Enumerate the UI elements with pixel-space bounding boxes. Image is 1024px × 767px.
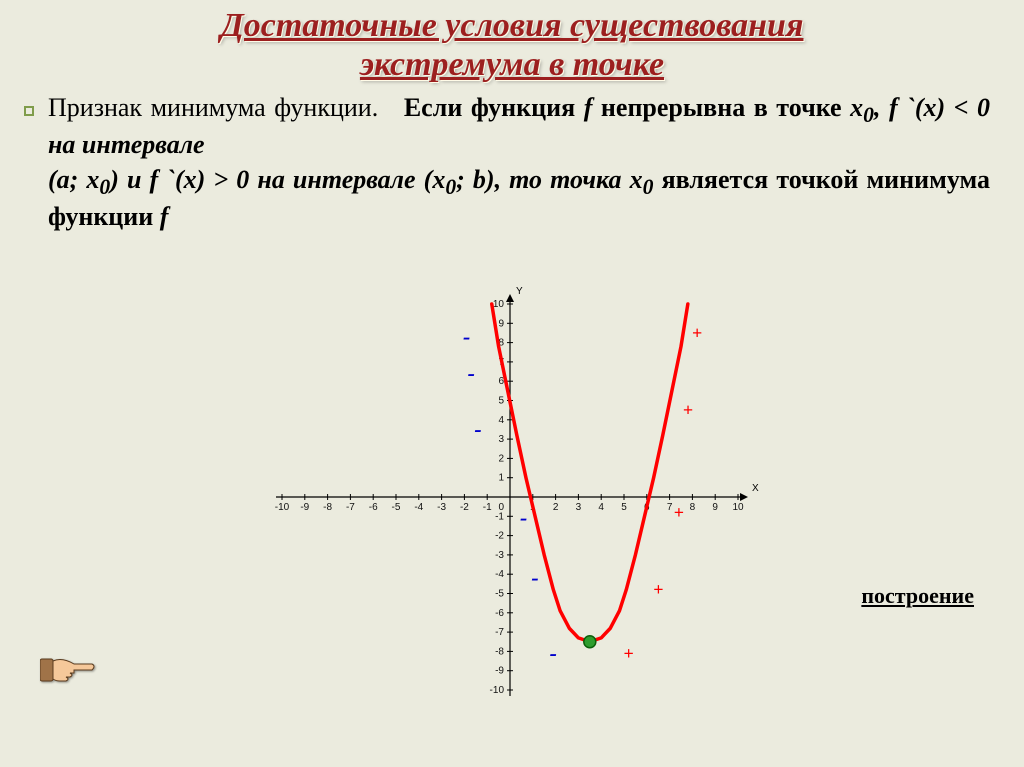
svg-text:1: 1 [498,473,504,484]
svg-text:-9: -9 [300,502,309,513]
svg-text:2: 2 [553,502,559,513]
svg-text:-: - [550,640,557,665]
svg-text:-8: -8 [495,646,504,657]
svg-text:-4: -4 [495,569,504,580]
svg-text:Y: Y [516,286,523,297]
svg-text:10: 10 [493,299,505,310]
build-link[interactable]: построение [861,583,974,609]
x0-x: x [850,93,863,122]
bold-chunk-2: непрерывна в точке [601,93,850,122]
svg-text:5: 5 [498,396,504,407]
svg-text:-3: -3 [437,502,446,513]
svg-text:-10: -10 [275,502,290,513]
lead-text: Признак минимума функции. [48,93,378,122]
bullet-icon [24,106,34,116]
svg-text:-: - [531,565,538,590]
svg-text:-2: -2 [460,502,469,513]
svg-text:-6: -6 [495,608,504,619]
pointing-hand-icon [40,649,96,689]
chart: -10-9-8-7-6-5-4-3-2-112345678910-10-9-8-… [260,282,760,712]
svg-text:3: 3 [576,502,582,513]
svg-text:-8: -8 [323,502,332,513]
svg-text:-2: -2 [495,531,504,542]
interval-a: (a; x [48,165,99,194]
svg-text:10: 10 [732,502,744,513]
body-text: Признак минимума функции. Если функция f… [48,92,990,234]
svg-text:-5: -5 [495,589,504,600]
svg-text:7: 7 [667,502,673,513]
bold-chunk-1: Если функция [404,93,584,122]
sub0-a: 0 [99,175,110,199]
svg-text:+: + [692,323,702,343]
svg-text:-6: -6 [369,502,378,513]
svg-text:5: 5 [621,502,627,513]
title-line-2: экстремума в точке [360,46,664,83]
svg-text:8: 8 [690,502,696,513]
svg-text:-5: -5 [392,502,401,513]
paragraph-1: Признак минимума функции. Если функция f… [48,92,990,162]
svg-text:-7: -7 [346,502,355,513]
svg-text:+: + [674,502,684,522]
svg-text:9: 9 [712,502,718,513]
paragraph-2: (a; x0) и f `(x) > 0 на интервале (x0; b… [48,164,990,234]
svg-text:9: 9 [498,318,504,329]
svg-text:2: 2 [498,453,504,464]
svg-text:-: - [463,324,470,349]
svg-text:-: - [468,360,475,385]
sub0-b: 0 [445,175,456,199]
svg-text:+: + [683,400,693,420]
interval-b: ) и f `(x) > 0 на интервале (x [110,165,445,194]
svg-text:-4: -4 [414,502,423,513]
svg-text:-1: -1 [483,502,492,513]
x0-sub: 0 [863,103,874,127]
svg-text:+: + [623,643,633,663]
svg-text:4: 4 [598,502,604,513]
chart-svg: -10-9-8-7-6-5-4-3-2-112345678910-10-9-8-… [260,282,760,712]
svg-text:-3: -3 [495,550,504,561]
svg-text:+: + [653,580,663,600]
bullet-paragraph: Признак минимума функции. Если функция f… [48,92,990,234]
slide: Достаточные условия существования экстре… [0,0,1024,767]
svg-text:-: - [474,416,481,441]
interval-c: ; b), то точка x [456,165,642,194]
sub0-c: 0 [643,175,654,199]
title-line-1: Достаточные условия существования [221,7,804,44]
svg-text:0: 0 [498,502,504,513]
svg-text:-: - [520,505,527,530]
svg-text:3: 3 [498,434,504,445]
svg-text:4: 4 [498,415,504,426]
slide-title: Достаточные условия существования экстре… [10,6,1014,84]
svg-text:-7: -7 [495,627,504,638]
f-tail: f [160,202,169,231]
f-symbol: f [584,93,593,122]
svg-text:-10: -10 [490,685,505,696]
svg-text:-9: -9 [495,666,504,677]
svg-text:X: X [752,483,759,494]
